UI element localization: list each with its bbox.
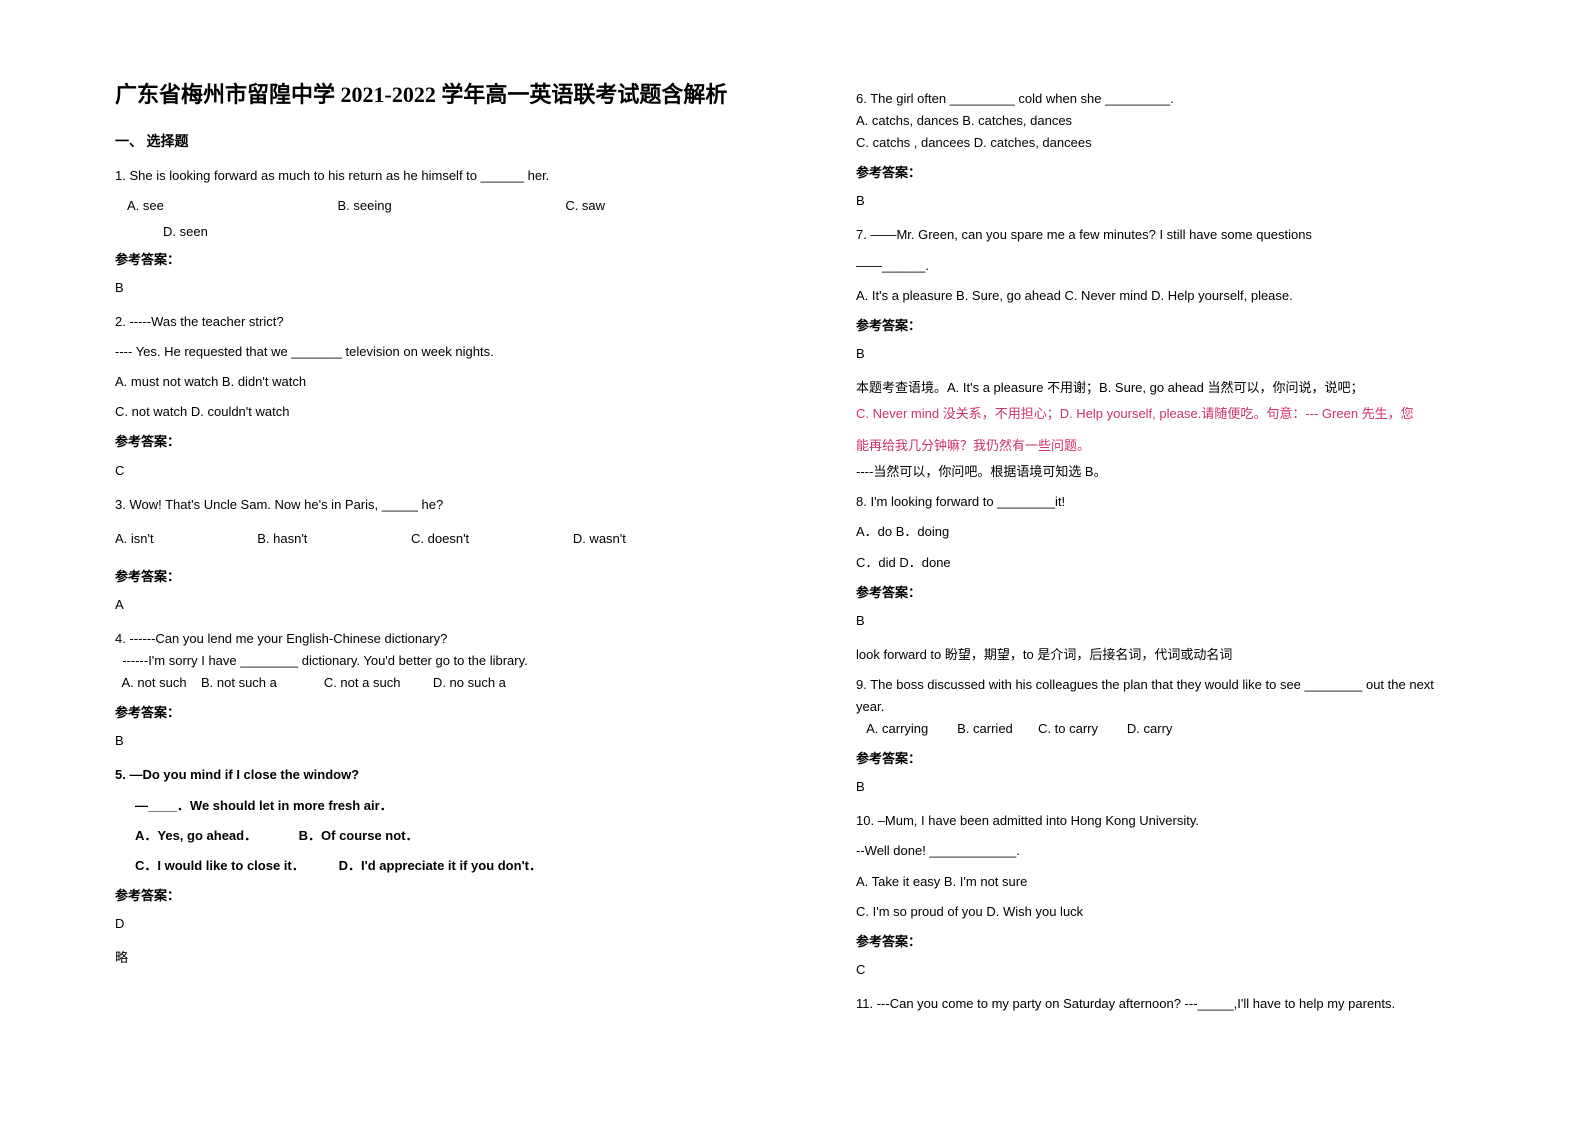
- q8-opts-cd: C．did D．done: [856, 552, 1517, 574]
- q7-opts: A. It's a pleasure B. Sure, go ahead C. …: [856, 285, 1517, 307]
- q9-answer: B: [856, 776, 1517, 798]
- q3-opt-b: B. hasn't: [257, 528, 307, 550]
- q1-opt-c: C. saw: [565, 195, 605, 217]
- q3-opt-d: D. wasn't: [573, 528, 626, 550]
- question-7-line2: ——______.: [856, 255, 1517, 277]
- q2-opts-ab: A. must not watch B. didn't watch: [115, 371, 776, 393]
- question-3: 3. Wow! That's Uncle Sam. Now he's in Pa…: [115, 494, 776, 516]
- q8-exp: look forward to 盼望，期望，to 是介词，后接名词，代词或动名词: [856, 644, 1517, 666]
- question-4-line2: ------I'm sorry I have ________ dictiona…: [115, 650, 776, 672]
- answer-label: 参考答案：: [115, 702, 776, 724]
- question-5-line1: 5. —Do you mind if I close the window?: [115, 764, 776, 786]
- question-5-line2: —____．We should let in more fresh air．: [135, 795, 776, 817]
- q10-opts-cd: C. I'm so proud of you D. Wish you luck: [856, 901, 1517, 923]
- question-4-line1: 4. ------Can you lend me your English-Ch…: [115, 628, 776, 650]
- q5-note: 略: [115, 947, 776, 969]
- answer-label: 参考答案：: [856, 748, 1517, 770]
- q1-opt-d: D. seen: [163, 221, 208, 243]
- question-3-options: A. isn't B. hasn't C. doesn't D. wasn't: [115, 528, 776, 550]
- q6-opts-ab: A. catchs, dances B. catches, dances: [856, 110, 1517, 132]
- q3-opt-c: C. doesn't: [411, 528, 469, 550]
- q9-opts: A. carrying B. carried C. to carry D. ca…: [856, 718, 1517, 740]
- question-6: 6. The girl often _________ cold when sh…: [856, 88, 1517, 110]
- q2-answer: C: [115, 460, 776, 482]
- page-container: 广东省梅州市留隍中学 2021-2022 学年高一英语联考试题含解析 一、 选择…: [0, 0, 1587, 1122]
- question-1-options-2: D. seen: [115, 221, 776, 243]
- question-1-options: A. see B. seeing C. saw: [115, 195, 776, 217]
- q3-opt-a: A. isn't: [115, 528, 154, 550]
- q7-exp3: 能再给我几分钟嘛？我仍然有一些问题。: [856, 435, 1517, 457]
- q6-opts-cd: C. catchs , dancees D. catches, dancees: [856, 132, 1517, 154]
- question-10-line2: --Well done! ____________.: [856, 840, 1517, 862]
- question-1: 1. She is looking forward as much to his…: [115, 165, 776, 187]
- q1-opt-a: A. see: [127, 195, 164, 217]
- answer-label: 参考答案：: [856, 315, 1517, 337]
- q5-opt-a: A．Yes, go ahead．: [135, 825, 295, 847]
- answer-label: 参考答案：: [115, 249, 776, 271]
- q7-exp2: C. Never mind 没关系，不用担心；D. Help yourself,…: [856, 403, 1517, 425]
- q10-opts-ab: A. Take it easy B. I'm not sure: [856, 871, 1517, 893]
- q5-opts-cd: C．I would like to close it． D．I'd apprec…: [135, 855, 776, 877]
- right-column: 6. The girl often _________ cold when sh…: [816, 80, 1537, 1082]
- q7-exp4: ----当然可以，你问吧。根据语境可知选 B。: [856, 461, 1517, 483]
- question-10-line1: 10. –Mum, I have been admitted into Hong…: [856, 810, 1517, 832]
- q4-opts: A. not such B. not such a C. not a such …: [115, 672, 776, 694]
- q5-opt-d: D．I'd appreciate it if you don't．: [339, 858, 542, 873]
- question-11: 11. ---Can you come to my party on Satur…: [856, 993, 1517, 1015]
- answer-label: 参考答案：: [856, 162, 1517, 184]
- question-2-line2: ---- Yes. He requested that we _______ t…: [115, 341, 776, 363]
- question-2-line1: 2. -----Was the teacher strict?: [115, 311, 776, 333]
- question-7-line1: 7. ——Mr. Green, can you spare me a few m…: [856, 224, 1517, 246]
- answer-label: 参考答案：: [856, 931, 1517, 953]
- left-column: 广东省梅州市留隍中学 2021-2022 学年高一英语联考试题含解析 一、 选择…: [95, 80, 816, 1082]
- q1-opt-b: B. seeing: [337, 195, 391, 217]
- q7-answer: B: [856, 343, 1517, 365]
- q5-opt-b: B．Of course not．: [299, 828, 419, 843]
- answer-label: 参考答案：: [115, 431, 776, 453]
- q1-answer: B: [115, 277, 776, 299]
- q6-answer: B: [856, 190, 1517, 212]
- q3-answer: A: [115, 594, 776, 616]
- question-8: 8. I'm looking forward to ________it!: [856, 491, 1517, 513]
- q4-answer: B: [115, 730, 776, 752]
- answer-label: 参考答案：: [115, 885, 776, 907]
- section-title: 一、 选择题: [115, 131, 776, 155]
- q2-opts-cd: C. not watch D. couldn't watch: [115, 401, 776, 423]
- question-9-line2: year.: [856, 696, 1517, 718]
- q7-exp1: 本题考查语境。A. It's a pleasure 不用谢；B. Sure, g…: [856, 377, 1517, 399]
- answer-label: 参考答案：: [856, 582, 1517, 604]
- question-9-line1: 9. The boss discussed with his colleague…: [856, 674, 1517, 696]
- q8-answer: B: [856, 610, 1517, 632]
- answer-label: 参考答案：: [115, 566, 776, 588]
- q5-opt-c: C．I would like to close it．: [135, 855, 335, 877]
- q5-answer: D: [115, 913, 776, 935]
- q5-opts-ab: A．Yes, go ahead． B．Of course not．: [135, 825, 776, 847]
- q10-answer: C: [856, 959, 1517, 981]
- document-title: 广东省梅州市留隍中学 2021-2022 学年高一英语联考试题含解析: [115, 80, 776, 111]
- q8-opts-ab: A．do B．doing: [856, 521, 1517, 543]
